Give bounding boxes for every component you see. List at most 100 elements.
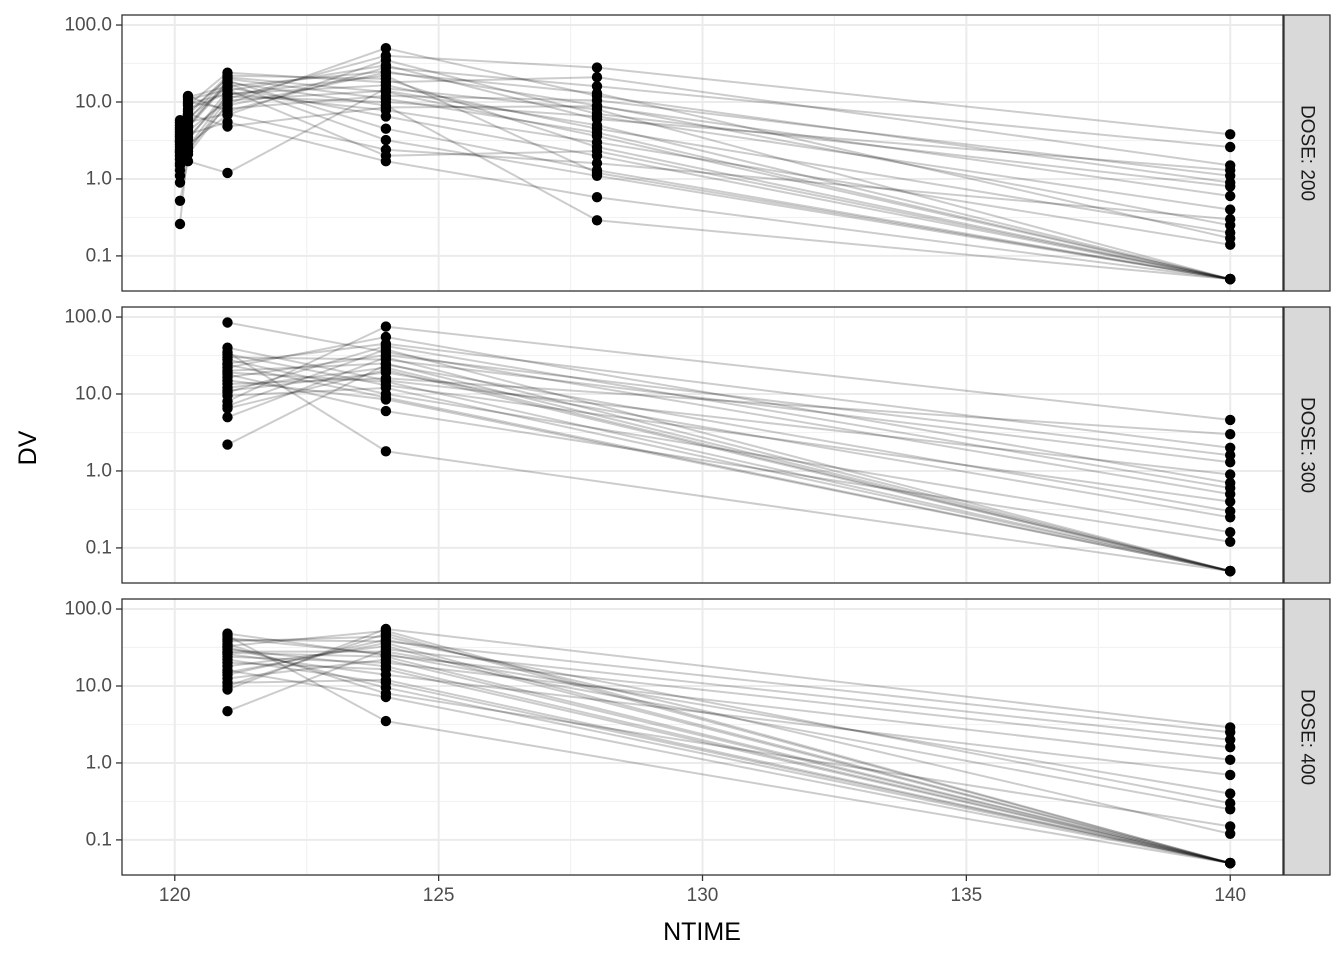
data-point: [380, 446, 392, 457]
data-point: [1225, 204, 1236, 215]
data-point: [222, 317, 233, 328]
facet-strip: [1283, 598, 1331, 876]
data-point: [591, 101, 603, 112]
data-point: [1225, 742, 1236, 753]
data-point: [174, 135, 186, 147]
data-point: [222, 167, 233, 179]
y-tick-label: 0.1: [86, 537, 112, 558]
data-point: [182, 143, 194, 154]
data-point: [380, 625, 392, 637]
facet-strip-label: DOSE: 400: [1297, 689, 1318, 785]
data-point: [222, 439, 233, 450]
y-tick-label: 1.0: [86, 752, 112, 773]
data-point: [182, 94, 194, 105]
data-point: [1225, 273, 1236, 285]
data-point: [380, 150, 392, 161]
data-point: [380, 651, 392, 662]
facet-panel: DOSE: 400 0.1 1.0 10.0 100.0 120 125 130 135 140: [64, 598, 1331, 906]
data-point: [1225, 804, 1236, 815]
data-point: [222, 647, 233, 658]
data-point: [222, 72, 233, 83]
data-point: [222, 84, 233, 95]
y-tick-label: 10.0: [75, 675, 112, 696]
data-point: [1225, 469, 1236, 480]
data-point: [380, 364, 392, 376]
data-point: [1225, 442, 1236, 453]
data-point: [380, 54, 392, 66]
data-point: [1225, 181, 1236, 192]
data-point: [380, 405, 392, 417]
data-point: [380, 392, 392, 403]
data-point: [1225, 170, 1236, 181]
data-point: [1225, 857, 1236, 869]
data-point: [182, 115, 194, 126]
y-tick-label: 1.0: [86, 168, 112, 189]
x-tick-label: 135: [951, 885, 983, 906]
y-tick-label: 0.1: [86, 245, 112, 266]
data-point: [380, 86, 392, 98]
data-point: [1225, 821, 1236, 832]
data-point: [1225, 129, 1236, 140]
data-point: [591, 170, 603, 181]
data-point: [380, 691, 392, 703]
data-point: [591, 130, 603, 142]
data-point: [1225, 565, 1236, 577]
data-point: [591, 192, 603, 203]
data-point: [1225, 233, 1236, 244]
y-tick-label: 10.0: [75, 91, 112, 112]
data-point: [1225, 160, 1236, 171]
x-tick-label: 120: [159, 885, 191, 906]
data-point: [591, 123, 603, 134]
data-point: [222, 667, 233, 678]
facet-panel: DOSE: 200 0.1 1.0 10.0 100.0: [64, 14, 1331, 292]
data-point: [591, 88, 603, 99]
data-point: [1225, 429, 1236, 440]
data-point: [380, 638, 392, 649]
data-point: [1225, 536, 1236, 547]
y-tick-label: 100.0: [64, 15, 112, 36]
data-point: [1225, 527, 1236, 538]
panels-layer: DOSE: 200 0.1 1.0 10.0 100.0 DOSE: 300 0.1 1.0 1…: [64, 14, 1331, 906]
data-point: [1225, 414, 1236, 426]
data-point: [380, 331, 392, 343]
data-point: [380, 674, 392, 686]
x-tick-label: 140: [1214, 885, 1246, 906]
x-axis-title: NTIME: [663, 918, 741, 946]
x-tick-label: 125: [423, 885, 455, 906]
data-point: [1225, 450, 1236, 461]
data-point: [380, 134, 392, 146]
data-point: [1225, 727, 1236, 738]
data-point: [380, 340, 392, 352]
data-point: [222, 359, 233, 370]
data-point: [380, 349, 392, 361]
data-point: [591, 111, 603, 122]
data-point: [222, 348, 233, 360]
facet-strip-label: DOSE: 200: [1297, 105, 1318, 201]
data-point: [1225, 734, 1236, 745]
data-point: [182, 131, 194, 143]
data-point: [174, 115, 186, 126]
y-tick-label: 10.0: [75, 383, 112, 404]
data-point: [222, 706, 233, 717]
data-point: [222, 367, 233, 378]
data-point: [222, 412, 233, 423]
panel-border: [121, 306, 1284, 584]
data-point: [591, 145, 603, 157]
y-tick-label: 1.0: [86, 460, 112, 481]
data-point: [222, 387, 233, 398]
y-tick-label: 0.1: [86, 829, 112, 850]
data-point: [1225, 220, 1236, 231]
data-point: [222, 403, 233, 414]
data-point: [222, 100, 233, 111]
data-point: [174, 218, 186, 230]
data-point: [380, 376, 392, 387]
data-point: [591, 72, 603, 83]
data-point: [1225, 482, 1236, 494]
data-point: [1225, 828, 1236, 839]
data-point: [174, 145, 186, 157]
data-point: [380, 67, 392, 78]
data-point: [380, 321, 392, 332]
data-point: [380, 43, 392, 54]
y-tick-label: 100.0: [64, 599, 112, 620]
